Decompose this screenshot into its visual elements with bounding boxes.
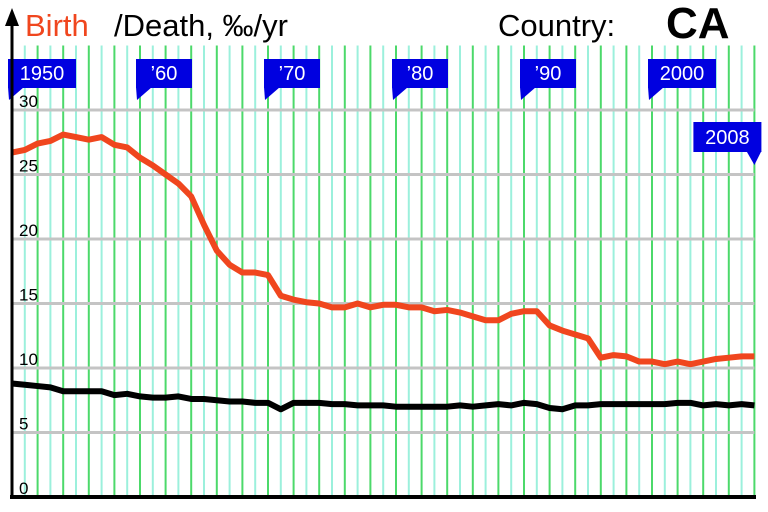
y-tick-label: 20 [19, 221, 38, 240]
y-tick-label: 30 [19, 92, 38, 111]
x-tick-label: ’70 [279, 63, 306, 85]
x-tick-label: 2008 [705, 127, 750, 149]
flag-box [392, 59, 448, 88]
year-flag: ’70 [264, 59, 320, 100]
year-flag: ’80 [392, 59, 448, 100]
flag-tail [392, 87, 408, 100]
lines [11, 131, 755, 413]
legend-birth: Birth [25, 8, 89, 43]
flags: 1950 ’60 ’70 ’80 ’90 2000 2008 [8, 59, 762, 165]
country-code: CA [666, 0, 730, 48]
x-tick-label: ’80 [407, 63, 434, 85]
year-flag: ’90 [520, 59, 576, 100]
year-flag: 2008 [693, 122, 762, 165]
flag-tail [520, 87, 536, 100]
flag-tail [746, 151, 762, 165]
flag-box [648, 59, 716, 88]
x-tick-label: 2000 [660, 63, 705, 85]
grid: 0 5 10 15 20 25 30 [11, 45, 756, 499]
y-axis-arrow [5, 8, 19, 26]
country-label: Country: [498, 8, 615, 43]
flag-box [264, 59, 320, 88]
year-flag: 2000 [648, 59, 716, 100]
flag-box [520, 59, 576, 88]
year-flag: ’60 [136, 59, 192, 100]
legend-death: /Death, ‰/yr [114, 8, 288, 43]
x-tick-label: ’90 [535, 63, 562, 85]
x-tick-label: ’60 [151, 63, 178, 85]
series-line [11, 380, 755, 413]
flag-tail [136, 87, 152, 100]
flag-tail [264, 87, 280, 100]
flag-box [8, 59, 76, 88]
y-tick-label: 15 [19, 286, 38, 305]
y-tick-label: 25 [19, 157, 38, 176]
series-line [11, 131, 755, 368]
flag-box [136, 59, 192, 88]
flag-tail [648, 87, 664, 100]
y-tick-label: 0 [19, 479, 28, 498]
y-tick-label: 10 [19, 350, 38, 369]
y-tick-label: 5 [19, 415, 28, 434]
x-tick-label: 1950 [20, 63, 65, 85]
flag-box [693, 122, 762, 152]
